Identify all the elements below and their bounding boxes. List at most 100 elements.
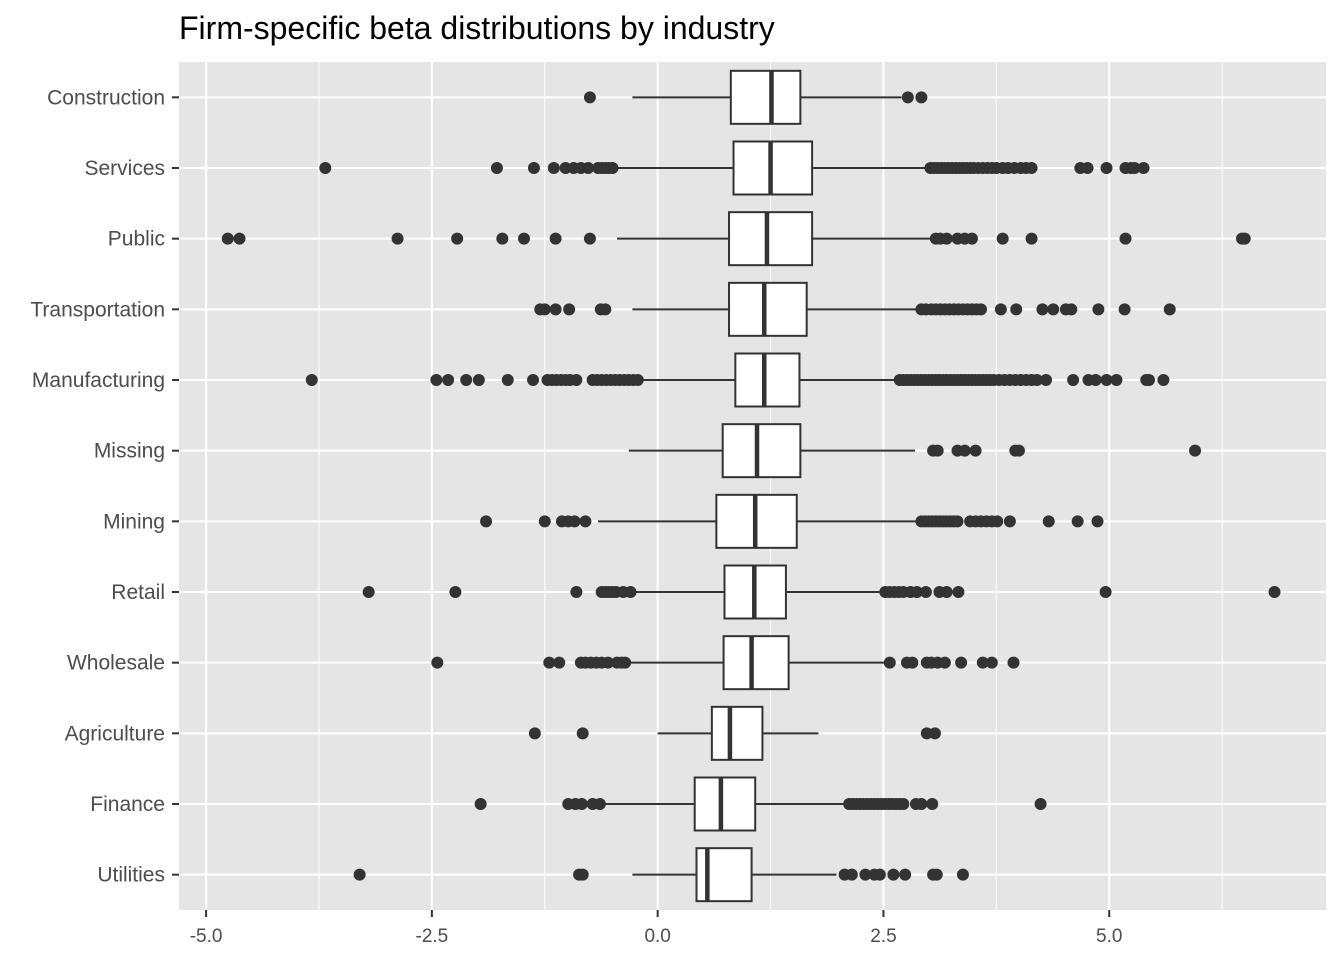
x-tick-label: 2.5: [870, 926, 896, 947]
y-tick-label: Public: [108, 228, 165, 251]
outlier-point: [1030, 374, 1043, 386]
outlier-point: [221, 232, 234, 245]
y-tick-label: Construction: [47, 86, 165, 109]
box-iqr: [729, 69, 802, 125]
outlier-point: [1142, 374, 1155, 386]
box-manufacturing: [305, 352, 1170, 408]
outlier-point: [940, 586, 953, 598]
outlier-point: [1010, 303, 1023, 316]
outlier-point: [951, 515, 964, 528]
outlier-point: [353, 868, 366, 881]
outlier-point: [1081, 162, 1094, 174]
box-iqr: [722, 635, 790, 691]
box-iqr: [732, 140, 814, 196]
y-tick-label: Services: [84, 157, 165, 180]
y-axis: Construction Services Public Transportation…: [30, 86, 179, 887]
y-tick-label: Missing: [94, 440, 165, 463]
outlier-point: [570, 374, 583, 386]
y-tick-label: Retail: [111, 581, 165, 604]
outlier-point: [490, 162, 503, 174]
box-finance: [474, 776, 1047, 832]
outlier-point: [391, 232, 404, 245]
outlier-point: [319, 162, 332, 174]
y-tick-label: Utilities: [97, 864, 165, 887]
box-iqr: [734, 352, 801, 408]
outlier-point: [472, 374, 485, 386]
outlier-point: [460, 374, 473, 386]
outlier-point: [1137, 162, 1150, 174]
outlier-point: [527, 162, 540, 174]
outlier-point: [1118, 303, 1131, 316]
outlier-point: [480, 515, 493, 528]
outlier-point: [518, 232, 531, 245]
outlier-point: [1128, 162, 1141, 174]
outlier-point: [583, 91, 596, 104]
outlier-point: [1163, 303, 1176, 316]
outlier-point: [1040, 374, 1053, 386]
outlier-point: [1067, 374, 1080, 386]
outlier-point: [619, 656, 632, 669]
outlier-point: [1025, 162, 1038, 174]
outlier-point: [474, 798, 487, 810]
outlier-point: [928, 727, 941, 740]
outlier-point: [1238, 232, 1251, 245]
x-tick-label: 0.0: [644, 926, 670, 947]
outlier-point: [1091, 515, 1104, 528]
outlier-point: [631, 374, 644, 386]
outlier-point: [601, 656, 614, 669]
box-series: [221, 69, 1281, 903]
outlier-point: [593, 798, 606, 810]
outlier-point: [362, 586, 375, 598]
outlier-point: [1036, 303, 1049, 316]
box-iqr: [721, 423, 802, 479]
outlier-point: [606, 162, 619, 174]
outlier-point: [915, 798, 928, 810]
outlier-point: [547, 162, 560, 174]
outlier-point: [926, 798, 939, 810]
minor-gridlines: [318, 62, 1223, 910]
outlier-point: [1100, 374, 1113, 386]
outlier-point: [994, 303, 1007, 316]
outlier-point: [910, 586, 923, 598]
outlier-point: [883, 656, 896, 669]
outlier-point: [599, 303, 612, 316]
outlier-point: [859, 868, 872, 881]
outlier-point: [570, 586, 583, 598]
outlier-point: [930, 868, 943, 881]
outlier-point: [563, 303, 576, 316]
outlier-point: [1089, 374, 1102, 386]
x-tick-label: -2.5: [416, 926, 449, 947]
outlier-point: [1003, 515, 1016, 528]
outlier-point: [431, 656, 444, 669]
outlier-point: [549, 232, 562, 245]
outlier-point: [1012, 444, 1025, 457]
outlier-point: [845, 868, 858, 881]
outlier-point: [583, 232, 596, 245]
outlier-point: [1007, 656, 1020, 669]
outlier-point: [449, 586, 462, 598]
box-iqr: [728, 281, 808, 337]
outlier-point: [579, 515, 592, 528]
outlier-point: [901, 91, 914, 104]
outlier-point: [576, 868, 589, 881]
outlier-point: [958, 444, 971, 457]
outlier-point: [528, 727, 541, 740]
box-agriculture: [528, 705, 941, 761]
outlier-point: [1100, 162, 1113, 174]
outlier-point: [969, 444, 982, 457]
outlier-point: [553, 656, 566, 669]
outlier-point: [974, 303, 987, 316]
outlier-point: [938, 656, 951, 669]
outlier-point: [1119, 232, 1132, 245]
outlier-point: [955, 656, 968, 669]
outlier-point: [543, 656, 556, 669]
box-missing: [628, 423, 1202, 479]
outlier-point: [1025, 232, 1038, 245]
outlier-point: [1042, 515, 1055, 528]
outlier-point: [1268, 586, 1281, 598]
outlier-point: [1189, 444, 1202, 457]
y-tick-label: Manufacturing: [32, 369, 165, 392]
outlier-point: [451, 232, 464, 245]
outlier-point: [965, 232, 978, 245]
outlier-point: [527, 374, 540, 386]
